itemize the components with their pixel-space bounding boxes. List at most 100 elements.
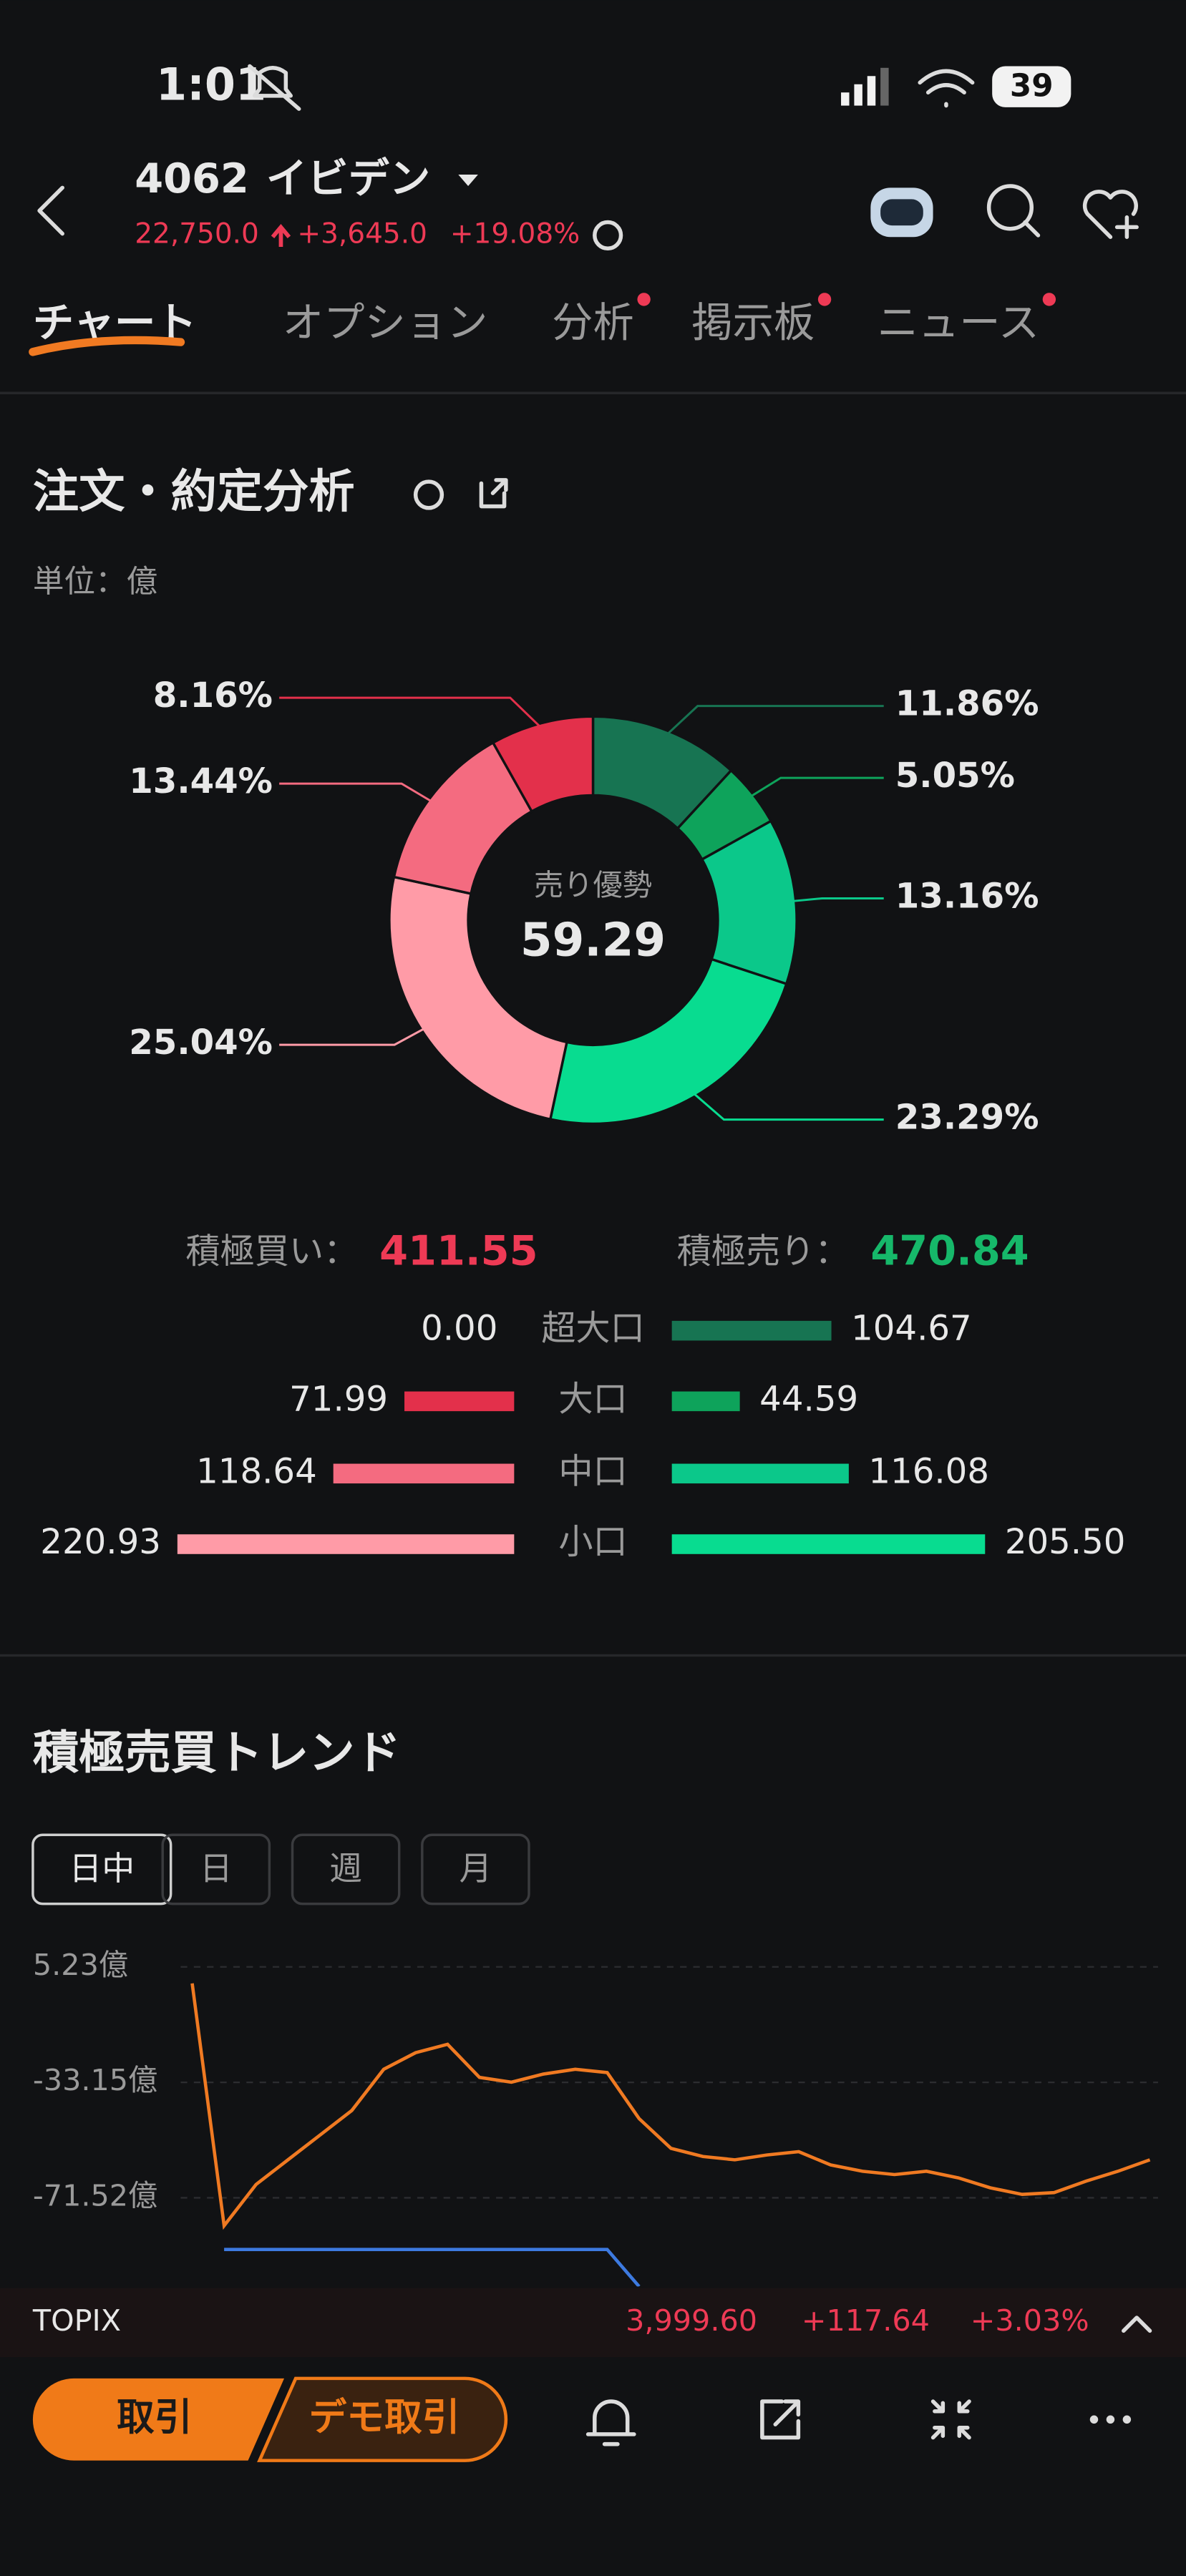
sell-total: 470.84 bbox=[870, 1226, 1029, 1274]
signal-icon bbox=[841, 67, 889, 106]
donut-center-label: 売り優勢 bbox=[534, 868, 652, 902]
bar bbox=[671, 1463, 849, 1484]
bar bbox=[671, 1534, 986, 1554]
y-tick-label: -33.15億 bbox=[33, 2063, 157, 2097]
info-icon[interactable] bbox=[413, 479, 444, 510]
y-tick-label: 5.23億 bbox=[33, 1948, 128, 1982]
donut-chart: 11.86% 5.05% 13.16% 23.29% 25.04% 13.44% 8.16% bbox=[129, 675, 1039, 1138]
range-tab[interactable] bbox=[161, 1833, 271, 1906]
range-tab[interactable] bbox=[291, 1833, 401, 1906]
favorite-icon[interactable] bbox=[1082, 190, 1138, 239]
size-category: 小口 bbox=[558, 1522, 627, 1562]
wifi-icon bbox=[918, 69, 975, 108]
unit-label: 単位：億 bbox=[33, 564, 157, 600]
more-icon[interactable] bbox=[1089, 2415, 1132, 2424]
bar-value: 118.64 bbox=[196, 1451, 317, 1491]
bar bbox=[671, 1320, 832, 1341]
battery-level: 39 bbox=[1010, 68, 1054, 104]
leader-line bbox=[279, 782, 435, 804]
up-arrow bbox=[271, 223, 291, 247]
section-title: 注文・約定分析 bbox=[33, 465, 355, 519]
bar-value: 205.50 bbox=[1005, 1522, 1126, 1562]
size-category: 大口 bbox=[558, 1379, 627, 1419]
collapse-icon[interactable] bbox=[930, 2399, 971, 2440]
ticker-change: +117.64 bbox=[802, 2303, 930, 2338]
slice-label: 13.16% bbox=[895, 876, 1039, 916]
range-tab-label: 週 bbox=[329, 1849, 362, 1888]
bar bbox=[333, 1463, 515, 1484]
bar-value: 44.59 bbox=[759, 1379, 858, 1419]
trade-button[interactable] bbox=[32, 2378, 285, 2461]
price: 22,750.0 bbox=[135, 218, 259, 250]
tab[interactable]: ニュース bbox=[878, 299, 1040, 347]
y-tick-label: -71.52億 bbox=[33, 2178, 157, 2212]
trend-line bbox=[224, 2248, 641, 2287]
buy-total: 411.55 bbox=[379, 1226, 538, 1274]
expand-icon[interactable] bbox=[1122, 2316, 1152, 2333]
buy-legend: 積極買い： bbox=[185, 1231, 358, 1272]
stock-code: 4062 bbox=[135, 155, 249, 203]
leader-line bbox=[279, 696, 544, 731]
notification-dot bbox=[1042, 293, 1056, 306]
demo-trade-button-label: デモ取引 bbox=[309, 2396, 460, 2439]
slice-label: 11.86% bbox=[895, 684, 1039, 724]
sell-legend: 積極売り： bbox=[677, 1231, 850, 1272]
ticker-change-pct: +3.03% bbox=[971, 2303, 1089, 2338]
donut-slice bbox=[388, 875, 568, 1121]
share-icon[interactable] bbox=[479, 478, 508, 509]
clock-icon bbox=[593, 220, 623, 251]
tab[interactable]: オプション bbox=[283, 299, 488, 347]
dropdown-icon[interactable] bbox=[458, 174, 478, 187]
slice-label: 5.05% bbox=[895, 756, 1015, 796]
stock-name[interactable]: イビデン bbox=[266, 155, 430, 203]
mute-icon bbox=[248, 64, 301, 111]
range-tab-label: 月 bbox=[459, 1849, 492, 1888]
bar bbox=[404, 1391, 515, 1412]
range-tab-label: 日 bbox=[200, 1849, 233, 1888]
assistant-face bbox=[880, 199, 923, 226]
bar-value: 220.93 bbox=[40, 1522, 161, 1562]
ticker-name: TOPIX bbox=[32, 2303, 121, 2338]
bar bbox=[177, 1534, 515, 1554]
leader-line bbox=[690, 1090, 884, 1121]
trend-line bbox=[190, 1983, 1151, 2230]
donut-center-value: 59.29 bbox=[520, 914, 666, 967]
leader-line bbox=[789, 897, 884, 903]
donut-slice bbox=[491, 715, 595, 814]
leader-line bbox=[664, 705, 884, 738]
share-icon[interactable] bbox=[760, 2399, 801, 2440]
battery-icon bbox=[992, 66, 1071, 107]
tab[interactable]: 掲示板 bbox=[691, 299, 815, 347]
trade-button-label: 取引 bbox=[117, 2396, 193, 2439]
line-chart: 5.23億 -33.15億 -71.52億 bbox=[33, 1948, 1158, 2287]
leader-line bbox=[279, 1025, 428, 1046]
leader-line bbox=[747, 776, 884, 799]
range-tabs: 日中 日 週 月 bbox=[31, 1833, 530, 1906]
favorite-plus bbox=[1114, 215, 1139, 239]
search-handle bbox=[1023, 220, 1041, 238]
range-tab-label: 日中 bbox=[69, 1849, 135, 1888]
ticker-price: 3,999.60 bbox=[626, 2303, 757, 2338]
donut-slice bbox=[548, 957, 788, 1126]
bar-value: 104.67 bbox=[851, 1309, 972, 1349]
demo-trade-button[interactable] bbox=[257, 2376, 508, 2462]
tab[interactable]: 分析 bbox=[552, 299, 634, 347]
slice-label: 23.29% bbox=[895, 1098, 1039, 1138]
section-title: 積極売買トレンド bbox=[33, 1727, 401, 1780]
search-icon[interactable] bbox=[986, 184, 1034, 231]
divider bbox=[0, 1654, 1186, 1657]
slice-label: 13.44% bbox=[129, 761, 273, 801]
bar-value: 116.08 bbox=[868, 1451, 989, 1491]
bar-value: 0.00 bbox=[421, 1309, 497, 1349]
active-tab-indicator bbox=[29, 336, 185, 356]
size-category: 中口 bbox=[558, 1451, 627, 1491]
range-tab[interactable] bbox=[421, 1833, 530, 1906]
bar bbox=[671, 1391, 740, 1412]
back-button[interactable] bbox=[37, 185, 64, 236]
range-tab[interactable] bbox=[31, 1833, 172, 1906]
alert-icon[interactable] bbox=[585, 2399, 636, 2446]
ticker-bar[interactable] bbox=[0, 2288, 1186, 2358]
